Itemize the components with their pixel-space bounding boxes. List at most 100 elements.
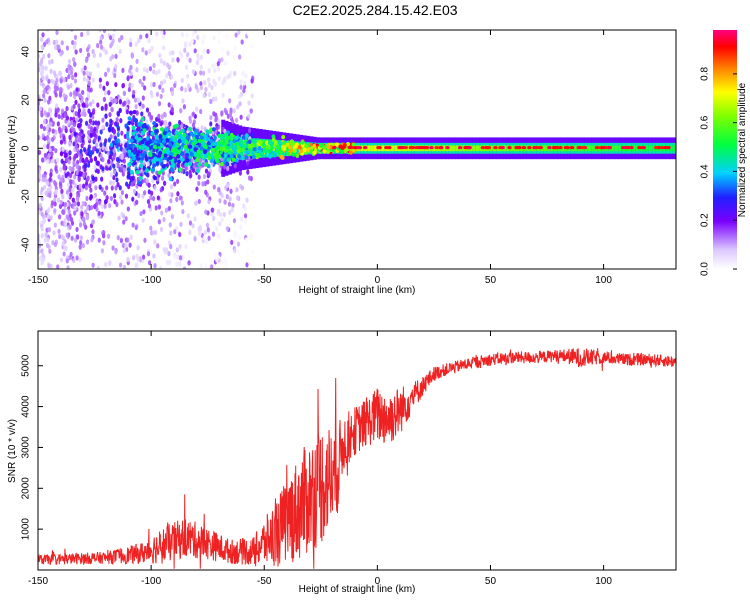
spectrogram-cell <box>618 145 623 152</box>
spectrogram-dot <box>160 114 164 120</box>
colorbar-tick-label: 0.0 <box>700 262 711 276</box>
spectrogram-dot <box>79 117 83 124</box>
spectrogram-dot <box>54 112 58 118</box>
spectrogram-dot <box>221 134 226 139</box>
spectrogram-dot <box>82 70 86 76</box>
spectrogram-dot <box>139 105 143 111</box>
spectrogram-dot <box>165 150 170 155</box>
spectrogram-dot <box>78 93 82 99</box>
spectrogram-dot <box>111 245 115 251</box>
spectrogram-dot <box>152 253 156 259</box>
spectrogram-dot <box>54 166 58 172</box>
spectrogram-dot <box>220 110 224 116</box>
spectrogram-cell <box>611 145 616 152</box>
spectrogram-dot <box>122 247 126 254</box>
spectrogram-dot <box>206 77 211 83</box>
spectrogram-dot <box>141 152 146 158</box>
spectrogram-dot <box>51 240 55 246</box>
spectrogram-dot <box>69 251 73 257</box>
colorbar-tick-label: 0.4 <box>700 164 711 178</box>
spectrogram-dot <box>217 39 222 45</box>
spectrogram-dot <box>77 176 81 182</box>
spectrogram-dot <box>279 154 284 159</box>
spectrogram-dot <box>235 117 239 123</box>
spectrogram-dot <box>61 194 65 200</box>
spectrogram-dot <box>45 75 49 82</box>
spectrogram-dot <box>232 138 237 144</box>
spectrogram-dot <box>141 193 145 199</box>
spectrogram-dot <box>109 118 113 124</box>
spectrogram-dot <box>116 110 120 117</box>
spectrogram-dot <box>102 233 106 239</box>
spectrogram-dot <box>94 120 98 126</box>
spectrogram-dot <box>169 151 174 157</box>
spectrogram-dot <box>242 203 246 209</box>
spectrogram-dot <box>61 241 65 247</box>
spectrogram-dot <box>215 149 220 155</box>
spectrogram-dot <box>59 177 63 183</box>
spectrogram-dot <box>157 113 161 119</box>
spectrogram-dot <box>228 98 232 104</box>
spectrogram-dot <box>209 98 213 105</box>
spectrogram-dot <box>547 145 552 150</box>
spectrogram-dot <box>195 157 200 163</box>
spectrogram-dot <box>168 222 172 228</box>
spectrogram-dot <box>140 81 145 88</box>
spectrogram-dot <box>170 87 174 93</box>
spectrogram-dot <box>183 47 187 53</box>
spectrogram-cell <box>489 145 494 152</box>
spectrogram-dot <box>59 86 63 93</box>
spectrogram-dot <box>215 125 219 131</box>
spectrogram-dot <box>72 44 77 51</box>
spectrogram-dot <box>625 145 631 150</box>
spectrogram-dot <box>207 155 212 161</box>
spectrogram-dot <box>73 78 78 84</box>
spectrogram-dot <box>206 179 210 185</box>
spectrogram-dot <box>49 215 53 221</box>
spectrogram-dot <box>137 97 141 104</box>
spectrogram-dot <box>249 108 253 114</box>
spectrogram-dot <box>64 173 68 179</box>
spectrogram-dot <box>159 127 164 132</box>
spectrogram-dot <box>339 149 344 155</box>
spectrogram-dot <box>118 107 122 114</box>
spectrogram-dot <box>177 159 182 164</box>
spectrogram-dot <box>143 85 147 91</box>
spectrogram-dot <box>239 79 243 85</box>
spectrogram-dot <box>80 211 84 217</box>
spectrogram-dot <box>72 90 76 96</box>
spectrogram-dot <box>161 164 166 169</box>
spectrogram-dot <box>197 174 201 180</box>
spectrogram-dot <box>199 135 204 140</box>
spectrogram-dot <box>48 107 52 113</box>
spectrogram-dot <box>70 126 74 132</box>
spectrogram-dot <box>181 255 185 261</box>
spectrogram-dot <box>122 90 126 96</box>
spectrogram-dot <box>79 148 83 154</box>
spectrogram-dot <box>114 53 118 59</box>
spectrogram-dot <box>41 75 45 81</box>
spectrogram-dot <box>40 233 44 239</box>
spectrogram-dot <box>229 154 234 159</box>
spectrogram-dot <box>40 112 44 118</box>
spectrogram-dot <box>129 138 134 143</box>
spectrogram-dot <box>182 133 187 138</box>
spectrogram-dot <box>136 256 140 262</box>
spectrogram-dot <box>160 210 164 216</box>
spectrogram-dot <box>83 111 87 118</box>
spectrogram-dot <box>170 214 174 220</box>
spectrogram-dot <box>150 82 154 88</box>
spectrogram-dot <box>109 180 113 186</box>
spectrogram-dot <box>212 215 216 222</box>
spectrogram-dot <box>551 145 557 150</box>
spectrogram-panel: -150 -100 -50 0 50 100 -40 -20 0 20 40 Height of … <box>7 29 677 296</box>
spectrogram-dot <box>55 39 59 45</box>
spectrogram-dot <box>198 230 202 237</box>
spectrogram-dot <box>48 95 52 101</box>
spectrogram-dot <box>191 31 195 37</box>
spectrogram-dot <box>114 81 118 88</box>
spectrogram-dot <box>290 141 295 147</box>
spectrogram-dot <box>219 162 224 167</box>
spectrogram-dot <box>54 148 58 154</box>
spectrogram-dot <box>148 152 153 158</box>
